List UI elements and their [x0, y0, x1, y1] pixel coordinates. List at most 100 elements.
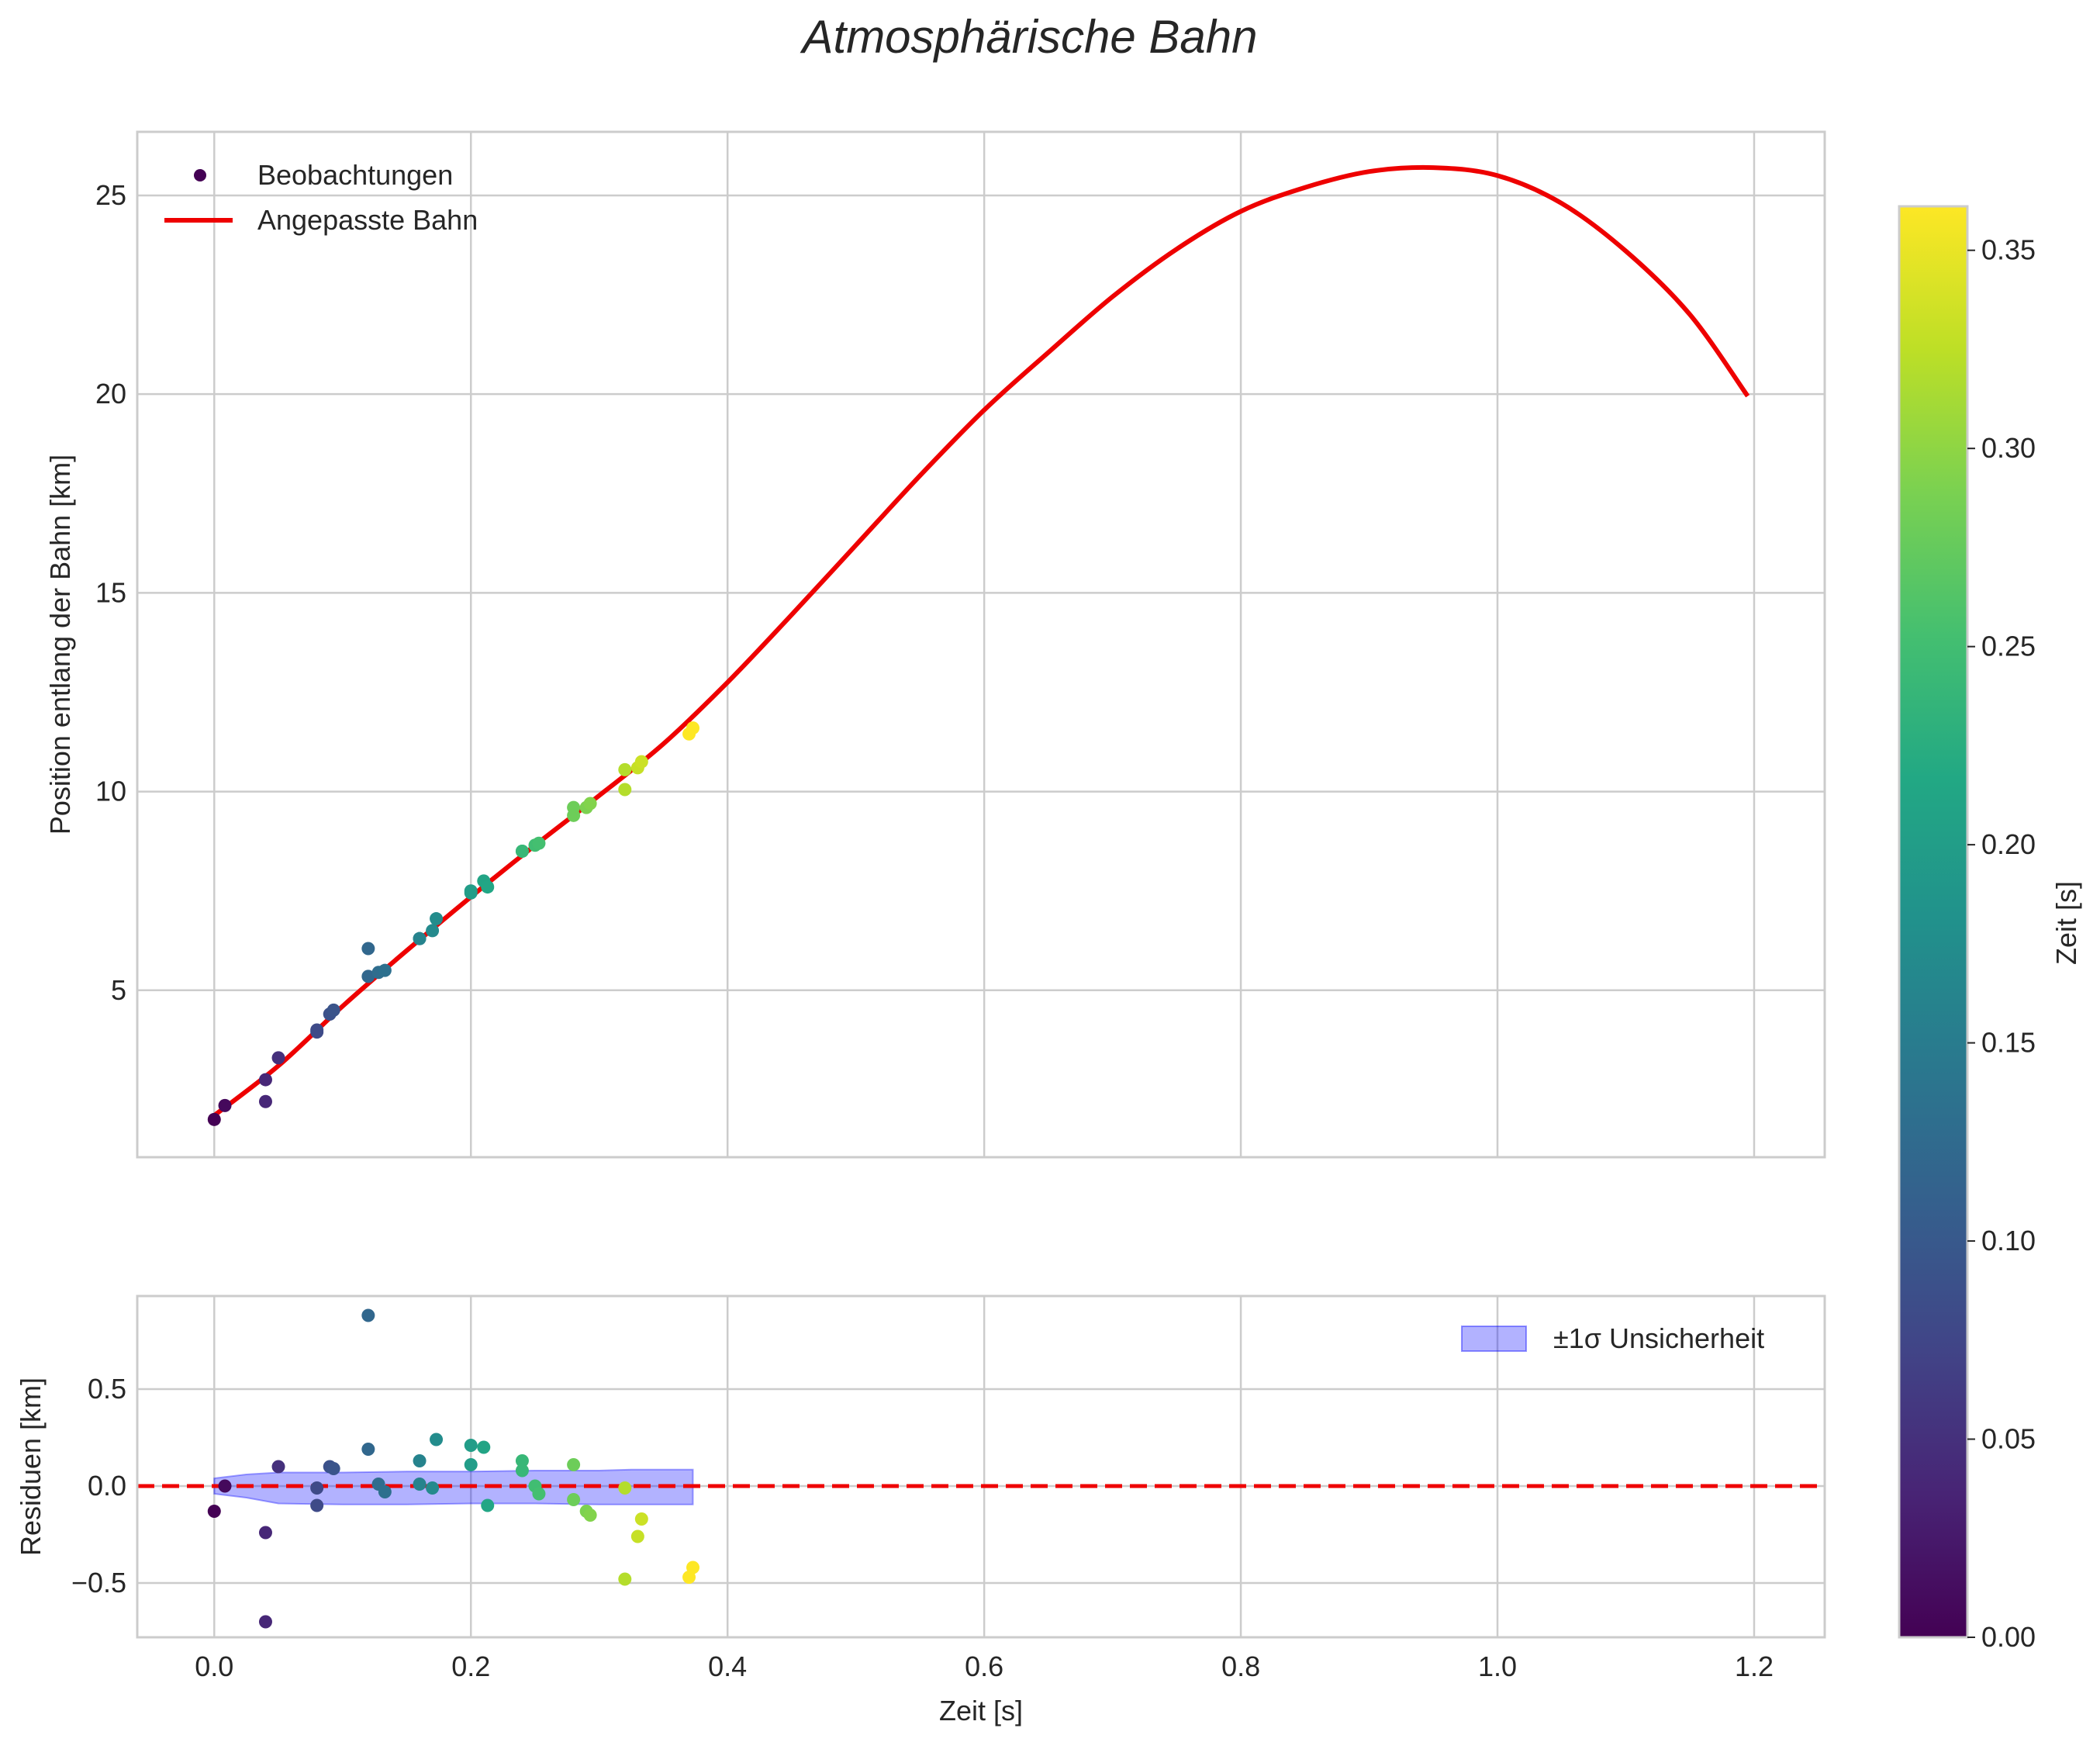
residual-ytick-labels: −0.5 0.0 0.5: [71, 1373, 126, 1599]
residual-point: [567, 1493, 581, 1506]
observation-point: [271, 1051, 285, 1065]
residual-point: [583, 1509, 597, 1522]
colorbar-tick-label: 0.30: [1981, 432, 2036, 464]
residual-point: [515, 1464, 529, 1478]
residual-point: [426, 1481, 440, 1495]
residual-xtick-label: 1.0: [1478, 1650, 1517, 1682]
observation-point: [218, 1098, 232, 1112]
residual-point: [218, 1479, 232, 1493]
residual-point: [477, 1440, 491, 1454]
legend-uncertainty-label: ±1σ Unsicherheit: [1553, 1322, 1764, 1354]
observation-point: [618, 762, 632, 776]
residual-point: [326, 1462, 340, 1475]
main-ytick-label: 20: [95, 378, 126, 410]
observation-point: [426, 924, 440, 938]
residual-panel: −0.5 0.0 0.5 0.0 0.2 0.4 0.6 0.8 1.0 1.2 Residue…: [15, 1294, 1826, 1726]
residual-xtick-label: 0.4: [708, 1650, 747, 1682]
observation-point: [207, 1112, 221, 1126]
observation-point: [634, 755, 648, 769]
residual-point: [361, 1443, 375, 1456]
residual-point: [634, 1512, 648, 1526]
observation-point: [532, 836, 546, 850]
residual-ytick-label: −0.5: [71, 1567, 126, 1599]
colorbar-outline: [1898, 205, 1969, 1639]
colorbar-tick-label: 0.20: [1981, 828, 2036, 860]
observation-point: [361, 970, 375, 983]
main-ytick-label: 10: [95, 776, 126, 807]
legend-uncertainty-swatch: [1461, 1326, 1527, 1352]
residual-point: [361, 1308, 375, 1322]
residual-point: [207, 1505, 221, 1518]
colorbar-ticks: 0.00 0.05 0.10 0.15 0.20 0.25 0.30 0.35: [1967, 234, 2036, 1653]
main-ylabel: Position entlang der Bahn [km]: [44, 455, 76, 835]
residual-xtick-label: 0.0: [195, 1650, 233, 1682]
chart-title: Atmosphärische Bahn: [800, 11, 1258, 63]
residual-point: [413, 1478, 427, 1491]
residual-xtick-labels: 0.0 0.2 0.4 0.6 0.8 1.0 1.2: [195, 1650, 1774, 1682]
legend-observations-marker: [194, 169, 206, 181]
residual-point: [310, 1498, 324, 1512]
residual-xtick-label: 0.6: [965, 1650, 1003, 1682]
residual-point: [464, 1458, 478, 1471]
observation-point: [464, 886, 478, 900]
residual-ylabel: Residuen [km]: [15, 1377, 47, 1556]
observation-point: [583, 797, 597, 811]
observation-point: [378, 963, 392, 977]
colorbar-tick-label: 0.00: [1981, 1621, 2036, 1653]
residual-point: [258, 1526, 272, 1540]
residual-point: [378, 1485, 392, 1498]
residual-xlabel: Zeit [s]: [939, 1695, 1023, 1726]
observation-point: [618, 783, 632, 797]
main-ytick-label: 25: [95, 179, 126, 211]
observation-point: [326, 1003, 340, 1017]
colorbar-tick-label: 0.35: [1981, 234, 2036, 266]
legend-observations-label: Beobachtungen: [257, 159, 453, 191]
colorbar: 0.00 0.05 0.10 0.15 0.20 0.25 0.30 0.35 Zeit [s…: [1898, 205, 2082, 1653]
residual-point: [532, 1487, 546, 1501]
main-panel: 5 10 15 20 25 Position entlang der Bahn [km]…: [44, 130, 1826, 1159]
observation-point: [310, 1025, 324, 1039]
residual-ytick-label: 0.0: [88, 1470, 126, 1502]
main-grid: [137, 132, 1825, 1157]
residual-point: [258, 1615, 272, 1629]
residual-xtick-label: 0.8: [1221, 1650, 1260, 1682]
residual-xtick-label: 1.2: [1735, 1650, 1774, 1682]
residual-point: [686, 1561, 700, 1574]
main-ytick-labels: 5 10 15 20 25: [95, 179, 126, 1006]
observation-point: [515, 844, 529, 858]
residual-point: [464, 1439, 478, 1452]
legend-fit-label: Angepasste Bahn: [257, 204, 478, 236]
colorbar-tick-label: 0.15: [1981, 1027, 2036, 1059]
observation-point: [481, 880, 495, 894]
residual-point: [430, 1433, 444, 1446]
residual-point: [271, 1460, 285, 1474]
observation-point: [430, 912, 444, 926]
observation-point: [413, 931, 427, 945]
residual-ytick-label: 0.5: [88, 1373, 126, 1405]
main-legend: Beobachtungen Angepasste Bahn: [164, 159, 478, 236]
observation-point: [258, 1094, 272, 1108]
observation-point: [361, 942, 375, 956]
colorbar-tick-label: 0.10: [1981, 1225, 2036, 1256]
residual-point: [630, 1529, 644, 1543]
residual-point: [618, 1572, 632, 1586]
residual-point: [481, 1498, 495, 1512]
residual-point: [310, 1481, 324, 1495]
colorbar-label: Zeit [s]: [2050, 881, 2082, 965]
colorbar-gradient: [1899, 206, 1967, 1637]
observation-point: [686, 721, 700, 735]
residual-point: [567, 1458, 581, 1471]
observation-points: [207, 721, 700, 1126]
main-spine: [136, 130, 1826, 1159]
residual-xtick-label: 0.2: [451, 1650, 490, 1682]
main-plot-background: [137, 132, 1825, 1157]
residual-spine: [136, 1294, 1826, 1639]
colorbar-tick-label: 0.05: [1981, 1423, 2036, 1455]
residual-points: [207, 1308, 700, 1629]
residual-point: [413, 1454, 427, 1467]
main-ytick-label: 5: [111, 974, 126, 1006]
observation-point: [258, 1073, 272, 1087]
main-ytick-label: 15: [95, 576, 126, 608]
observation-point: [567, 808, 581, 822]
